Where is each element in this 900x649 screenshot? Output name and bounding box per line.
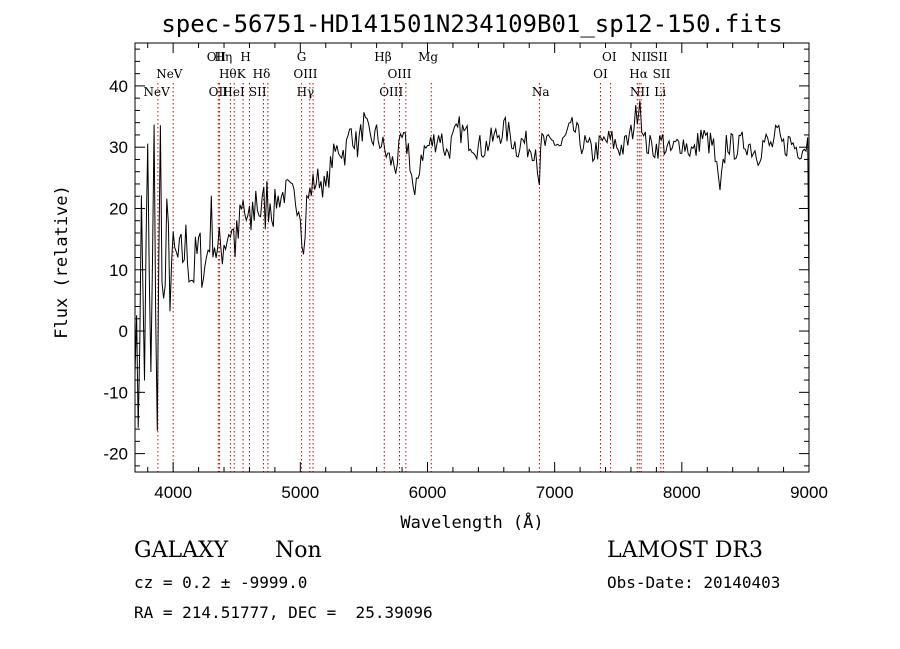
line-label-9: SII <box>249 85 267 99</box>
line-label-6: HeI <box>222 85 245 99</box>
line-label-1: NeV <box>156 67 183 81</box>
line-label-11: G <box>297 50 307 64</box>
line-label-22: Hα <box>629 67 648 81</box>
y-tick-label-0: -20 <box>103 445 128 464</box>
x-tick-label-4: 8000 <box>663 483 701 502</box>
line-label-26: Li <box>654 85 666 99</box>
y-tick-label-5: 30 <box>109 138 128 157</box>
chart-title: spec-56751-HD141501N234109B01_sp12-150.f… <box>161 10 782 38</box>
x-tick-label-5: 9000 <box>790 483 828 502</box>
line-label-5: Hθ <box>219 67 237 81</box>
coordinates-readout: RA = 214.51777, DEC = 25.39096 <box>134 603 433 622</box>
line-label-18: Na <box>532 85 550 99</box>
spectrum-line <box>134 100 810 431</box>
plot-frame <box>134 42 810 473</box>
line-label-3: OII <box>209 85 229 99</box>
line-label-23: NII <box>630 85 650 99</box>
line-label-16: OIII <box>379 85 403 99</box>
object-class: GALAXY <box>134 538 229 563</box>
line-labels: NeVNeVOIIOIIHηHθHeIHKSIIHδGOIIIHγHβOIIIO… <box>143 50 670 99</box>
x-tick-label-3: 7000 <box>536 483 574 502</box>
y-tick-label-4: 20 <box>109 199 128 218</box>
line-label-0: NeV <box>143 85 170 99</box>
line-label-20: OI <box>593 67 608 81</box>
y-tick-label-6: 40 <box>109 77 128 96</box>
y-tick-label-3: 10 <box>109 261 128 280</box>
line-label-25: SII <box>653 67 671 81</box>
line-label-24: SII <box>650 50 668 64</box>
line-label-14: Hβ <box>374 50 391 64</box>
line-label-4: Hη <box>215 50 233 64</box>
object-subclass: Non <box>275 538 322 563</box>
observation-date: Obs-Date: 20140403 <box>607 573 781 592</box>
survey-name: LAMOST DR3 <box>607 538 763 563</box>
x-axis-label: Wavelength (Å) <box>400 511 543 533</box>
line-label-21: NII <box>631 50 651 64</box>
line-label-17: Mg <box>418 50 438 64</box>
line-label-12: OIII <box>293 67 317 81</box>
y-tick-label-1: -10 <box>103 383 128 402</box>
x-tick-label-0: 4000 <box>154 483 192 502</box>
x-tick-label-2: 6000 <box>409 483 447 502</box>
line-label-2: OII <box>207 50 227 64</box>
y-tick-label-2: 0 <box>119 322 128 341</box>
x-tick-label-1: 5000 <box>281 483 319 502</box>
axis-ticks: 4000 5000 6000 7000 8000 9000 -20 -10 0 10 20 30 40 <box>103 43 828 502</box>
line-label-10: Hδ <box>253 67 271 81</box>
line-label-8: K <box>237 67 247 81</box>
line-label-13: Hγ <box>297 85 315 99</box>
line-markers <box>157 83 664 472</box>
y-axis-label: Flux (relative) <box>52 185 72 339</box>
redshift-readout: cz = 0.2 ± -9999.0 <box>134 573 308 592</box>
line-label-19: OI <box>602 50 617 64</box>
line-label-15: OIII <box>387 67 411 81</box>
line-label-7: H <box>240 50 250 64</box>
